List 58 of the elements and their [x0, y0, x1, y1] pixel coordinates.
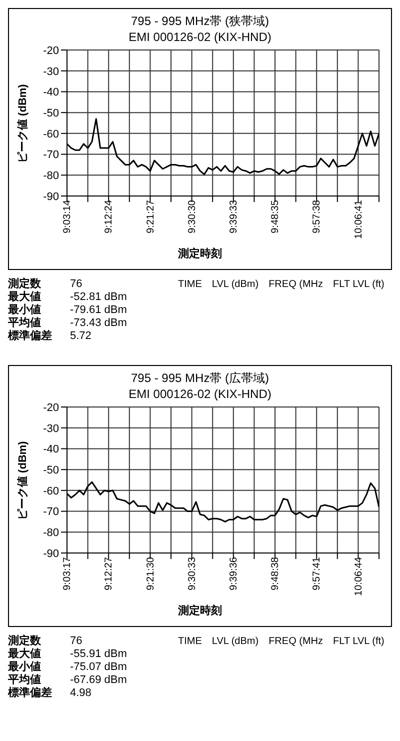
text: FREQ (MHz — [268, 635, 324, 649]
y-tick-label: -40 — [43, 444, 59, 456]
y-axis-title: ピーク値 (dBm) — [16, 84, 29, 163]
x-tick-label: 9:48:35 — [270, 200, 282, 234]
text: 標準偏差 4.98 — [8, 687, 92, 699]
y-tick-label: -30 — [43, 422, 59, 435]
text: 最大値 -52.81 dBm — [8, 291, 127, 303]
text: LVL (dBm) — [212, 635, 259, 649]
x-tick-label: 9:30:33 — [186, 556, 198, 590]
y-tick-label: -30 — [43, 66, 59, 78]
y-tick-label: -90 — [43, 190, 59, 203]
text: 最大値 -55.91 dBm — [8, 648, 127, 660]
text: 最小値 -79.61 dBm — [8, 304, 127, 316]
x-tick-label: 9:03:17 — [62, 556, 74, 590]
y-tick-label: -60 — [43, 485, 59, 498]
x-tick-label: 9:12:24 — [104, 200, 115, 234]
x-axis-title: 測定時刻 — [177, 246, 223, 261]
text: 平均値 -73.43 dBm — [8, 317, 127, 329]
text: 標準偏差 5.72 — [8, 330, 92, 342]
y-tick-label: -60 — [43, 128, 59, 140]
text: 平均値 -67.69 dBm — [8, 674, 127, 686]
y-tick-label: -40 — [43, 86, 59, 99]
text: 測定数 76 — [8, 635, 82, 647]
text: FLT LVL (ft) — [333, 635, 384, 649]
chart-title: 795 - 995 MHz帯 (広帯域) — [130, 370, 270, 387]
x-tick-label: 9:39:33 — [228, 200, 240, 234]
x-tick-label: 9:21:30 — [145, 556, 156, 590]
text: FLT LVL (ft) — [333, 278, 384, 292]
x-tick-label: 9:12:27 — [104, 556, 115, 590]
y-tick-label: -20 — [43, 402, 59, 414]
x-tick-label: 9:30:30 — [186, 200, 198, 234]
x-tick-label: 9:48:38 — [270, 556, 282, 590]
y-tick-label: -80 — [43, 170, 59, 182]
chart-subtitle: EMI 000126-02 (KIX-HND) — [128, 387, 272, 401]
x-tick-label: 9:57:41 — [312, 556, 323, 590]
x-tick-label: 10:06:44 — [353, 556, 364, 596]
chart-title: 795 - 995 MHz帯 (狭帯域) — [130, 13, 270, 30]
text: TIME — [178, 278, 202, 292]
x-tick-label: 9:03:14 — [62, 200, 74, 234]
text: LVL (dBm) — [212, 278, 259, 292]
y-tick-label: -50 — [43, 464, 59, 476]
text: 最小値 -75.07 dBm — [8, 661, 127, 673]
y-tick-label: -50 — [43, 107, 59, 120]
text: TIME — [178, 635, 202, 649]
x-tick-label: 9:57:38 — [312, 200, 323, 234]
y-tick-label: -70 — [43, 149, 59, 162]
x-axis-title: 測定時刻 — [177, 604, 223, 618]
y-tick-label: -70 — [43, 506, 59, 518]
y-tick-label: -90 — [43, 548, 59, 560]
y-axis-title: ピーク値 (dBm) — [16, 440, 29, 520]
x-tick-label: 9:39:36 — [228, 556, 240, 590]
y-tick-label: -20 — [43, 44, 59, 57]
chart-subtitle: EMI 000126-02 (KIX-HND) — [128, 30, 272, 44]
text: 測定数 76 — [8, 278, 82, 290]
x-tick-label: 10:06:41 — [353, 200, 364, 239]
text: FREQ (MHz — [268, 278, 324, 292]
y-tick-label: -80 — [43, 527, 59, 540]
x-tick-label: 9:21:27 — [145, 200, 156, 234]
